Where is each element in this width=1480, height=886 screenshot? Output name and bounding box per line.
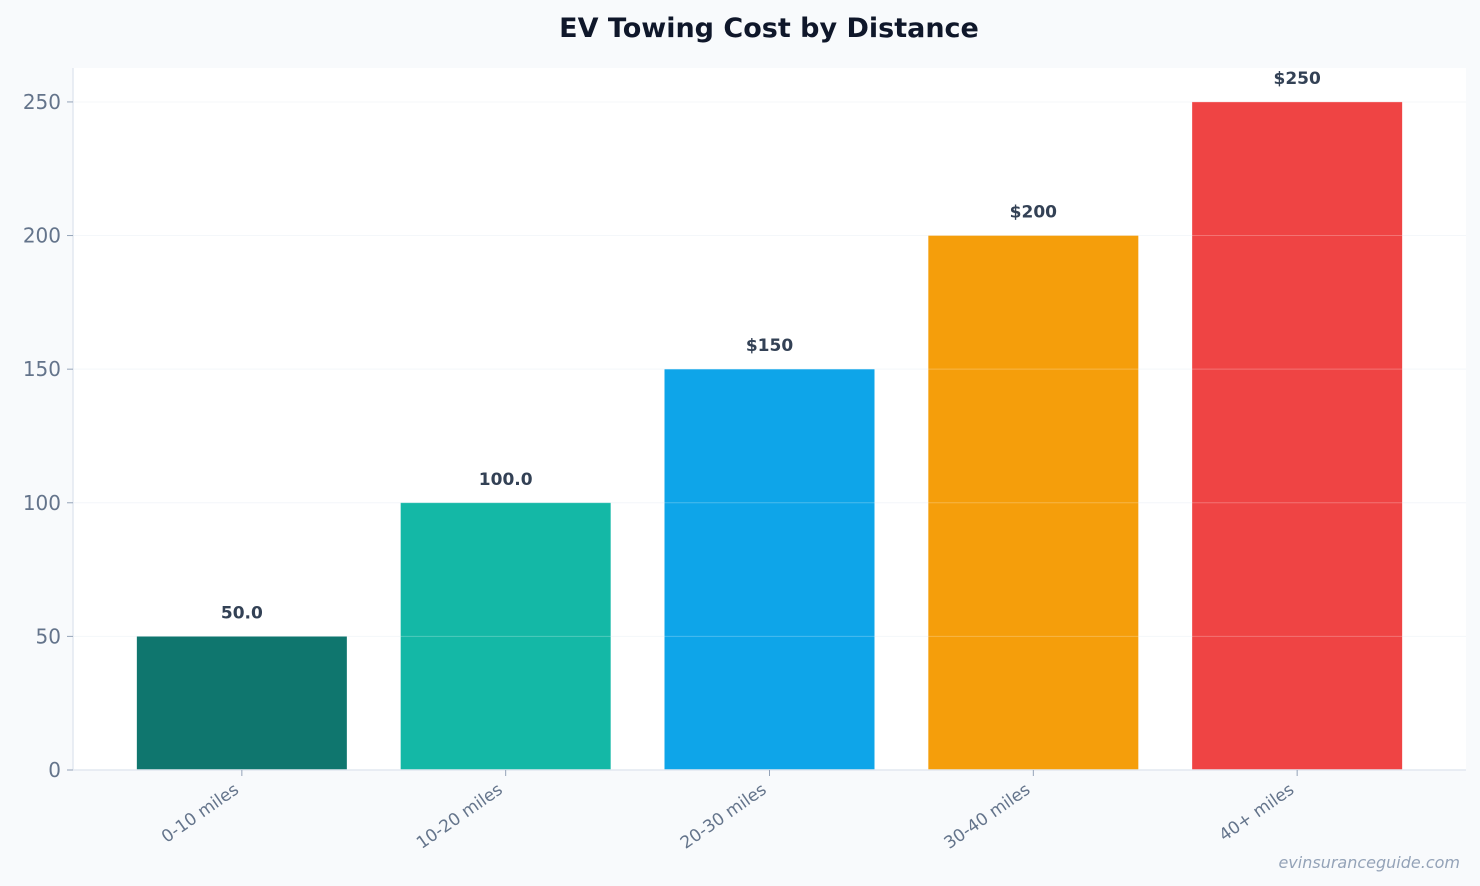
data-label: 100.0 xyxy=(479,470,533,490)
bar-30-40-miles xyxy=(928,235,1139,771)
x-tick-label: 0-10 miles xyxy=(158,780,243,848)
bar-10-20-miles xyxy=(400,502,611,770)
x-tick-label: 30-40 miles xyxy=(941,780,1035,854)
y-tick-label: 150 xyxy=(23,357,61,381)
y-tick-label: 50 xyxy=(36,624,61,648)
y-tick-label: 0 xyxy=(48,758,61,782)
data-label: $150 xyxy=(746,336,793,356)
y-tick-label: 250 xyxy=(23,90,61,114)
watermark: evinsuranceguide.com xyxy=(1278,853,1460,872)
bar-0-10-miles xyxy=(136,636,347,770)
data-label: $200 xyxy=(1010,203,1057,223)
chart-title: EV Towing Cost by Distance xyxy=(559,13,979,44)
y-tick-label: 100 xyxy=(23,491,61,515)
x-tick-label: 20-30 miles xyxy=(677,780,771,854)
data-label: $250 xyxy=(1273,69,1320,89)
y-tick-label: 200 xyxy=(23,224,61,248)
data-label: 50.0 xyxy=(221,603,263,623)
x-tick-label: 10-20 miles xyxy=(413,780,507,854)
bar-20-30-miles xyxy=(664,369,875,770)
x-tick-label: 40+ miles xyxy=(1216,780,1299,846)
bar-40-miles xyxy=(1192,101,1403,771)
